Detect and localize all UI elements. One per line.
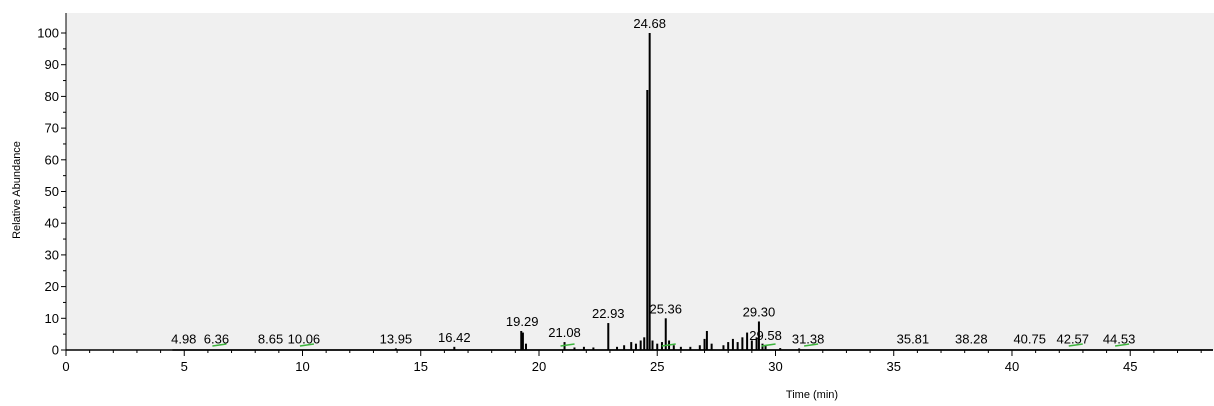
y-tick-label: 20 bbox=[45, 279, 59, 294]
peak-label: 29.30 bbox=[743, 304, 776, 319]
baseline-marker bbox=[661, 343, 676, 347]
peak-label: 22.93 bbox=[592, 306, 625, 321]
peak-label: 31.38 bbox=[792, 331, 825, 346]
x-tick-label: 5 bbox=[181, 359, 188, 374]
peak-label: 19.29 bbox=[506, 314, 539, 329]
plot-area bbox=[66, 13, 1214, 350]
baseline-marker bbox=[560, 343, 575, 347]
y-axis-title: Relative Abundance bbox=[11, 141, 23, 239]
y-tick-label: 40 bbox=[45, 216, 59, 231]
peak-label: 24.68 bbox=[633, 16, 666, 31]
baseline-marker bbox=[761, 343, 776, 347]
y-tick-label: 100 bbox=[37, 26, 59, 41]
baseline-marker bbox=[1068, 343, 1083, 347]
x-tick-label: 45 bbox=[1123, 359, 1137, 374]
y-tick-label: 80 bbox=[45, 89, 59, 104]
peak-label: 44.53 bbox=[1103, 331, 1136, 346]
x-tick-label: 40 bbox=[1005, 359, 1019, 374]
x-tick-label: 0 bbox=[62, 359, 69, 374]
y-tick-label: 30 bbox=[45, 247, 59, 262]
y-tick-label: 90 bbox=[45, 57, 59, 72]
baseline-marker bbox=[804, 343, 819, 347]
peak-label: 4.98 bbox=[171, 331, 196, 346]
x-axis-title: Time (min) bbox=[786, 389, 838, 401]
y-tick-label: 0 bbox=[52, 343, 59, 358]
peak-label: 29.58 bbox=[749, 328, 782, 343]
y-tick-label: 10 bbox=[45, 311, 59, 326]
x-tick-label: 10 bbox=[295, 359, 309, 374]
x-tick-label: 30 bbox=[768, 359, 782, 374]
x-tick-label: 20 bbox=[532, 359, 546, 374]
peak-label: 25.36 bbox=[649, 301, 682, 316]
baseline-marker bbox=[212, 343, 227, 347]
baseline-marker bbox=[1115, 343, 1130, 347]
y-tick-label: 50 bbox=[45, 184, 59, 199]
peak-label: 10.06 bbox=[288, 331, 321, 346]
peak-label: 38.28 bbox=[955, 331, 988, 346]
peak-label: 13.95 bbox=[380, 331, 413, 346]
x-tick-label: 35 bbox=[886, 359, 900, 374]
x-tick-label: 25 bbox=[650, 359, 664, 374]
x-tick-label: 15 bbox=[414, 359, 428, 374]
peak-label: 21.08 bbox=[548, 325, 581, 340]
y-tick-label: 60 bbox=[45, 152, 59, 167]
peak-label: 16.42 bbox=[438, 330, 471, 345]
peak-label: 40.75 bbox=[1013, 331, 1046, 346]
y-tick-label: 70 bbox=[45, 121, 59, 136]
peak-label: 35.81 bbox=[897, 331, 930, 346]
peak-label: 6.36 bbox=[204, 331, 229, 346]
baseline-marker bbox=[299, 343, 315, 347]
peak-label-layer: 4.98 6.36 8.65 10.06 13.95 16.42 19.29 21.08 22.… bbox=[171, 16, 1136, 346]
peak-label: 8.65 bbox=[258, 331, 283, 346]
peak-label: 42.57 bbox=[1056, 331, 1089, 346]
axis-layer: 0 10 20 30 40 50 60 70 80 90 100 0 5 10 15 20 25 30 35 40 45 bbox=[37, 13, 1213, 374]
